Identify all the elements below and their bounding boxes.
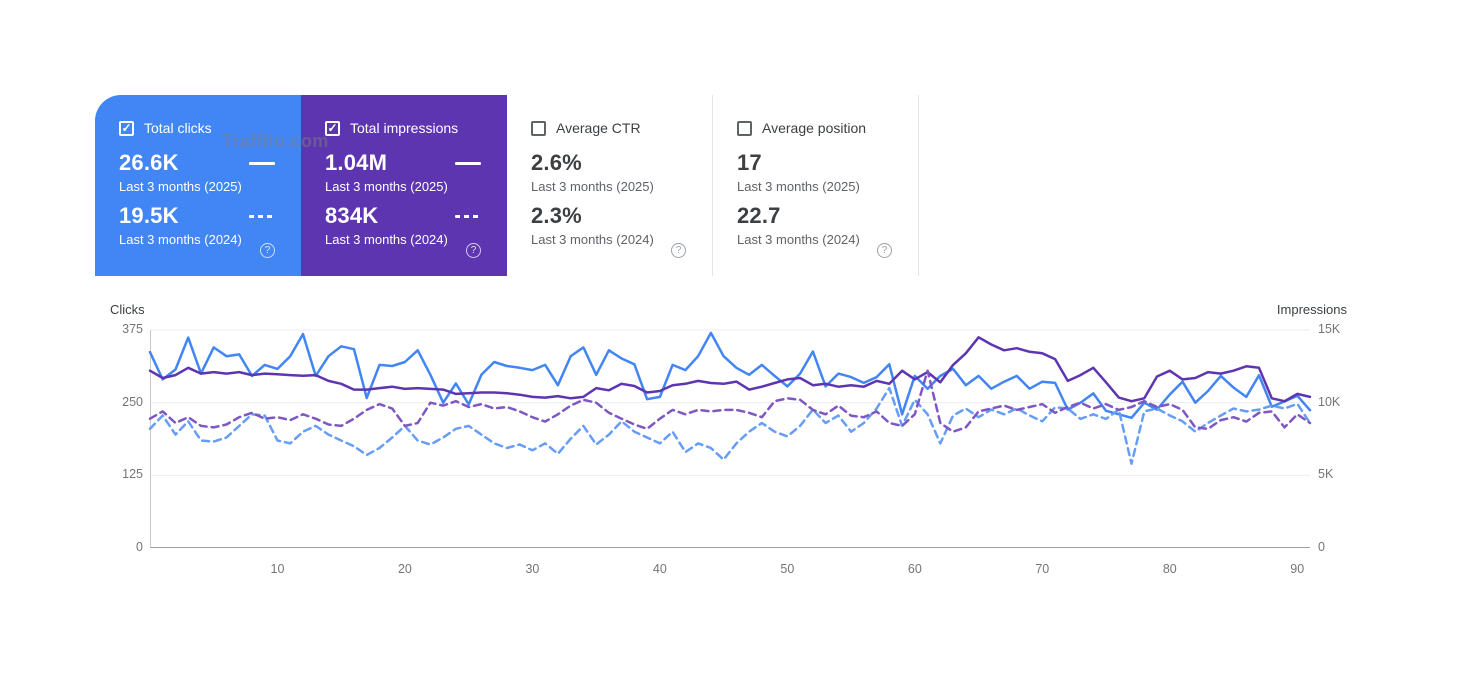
metric-period-previous: Last 3 months (2024): [737, 232, 860, 247]
metric-period-current: Last 3 months (2025): [531, 179, 654, 194]
card-label: Total impressions: [350, 120, 459, 136]
checkbox-unchecked-icon[interactable]: [737, 120, 752, 136]
right-tick-label: 15K: [1318, 322, 1341, 336]
metric-value-previous: 2.3%: [531, 203, 582, 228]
help-icon[interactable]: ?: [466, 243, 481, 258]
metric-card-average-position[interactable]: Average position 17 Last 3 months (2025)…: [713, 95, 919, 276]
x-tick-label: 60: [907, 562, 922, 576]
metric-period-previous: Last 3 months (2024): [325, 232, 448, 247]
metric-period-current: Last 3 months (2025): [737, 179, 860, 194]
card-label: Total clicks: [144, 120, 212, 136]
metric-value-previous: 834K: [325, 203, 379, 228]
solid-line-icon: [455, 161, 481, 165]
right-axis-title: Impressions: [1276, 302, 1347, 317]
x-tick-label: 20: [397, 562, 412, 576]
metric-card-total-impressions[interactable]: ✓ Total impressions 1.04M Last 3 months …: [301, 95, 507, 276]
x-tick-label: 90: [1290, 562, 1305, 576]
metric-value-previous: 19.5K: [119, 203, 179, 228]
card-label: Average position: [762, 120, 867, 136]
solid-line-icon: [249, 161, 275, 165]
left-axis-title: Clicks: [110, 302, 145, 317]
metric-card-average-ctr[interactable]: Average CTR 2.6% Last 3 months (2025) 2.…: [507, 95, 713, 276]
card-label: Average CTR: [556, 120, 641, 136]
metric-value-current: 1.04M: [325, 150, 388, 175]
left-tick-label: 0: [136, 540, 143, 554]
checkbox-unchecked-icon[interactable]: [531, 120, 546, 136]
x-tick-label: 50: [780, 562, 795, 576]
metric-value-current: 17: [737, 150, 762, 175]
x-tick-label: 70: [1035, 562, 1050, 576]
right-tick-label: 0: [1318, 540, 1325, 554]
metric-value-previous: 22.7: [737, 203, 781, 228]
help-icon[interactable]: ?: [260, 243, 275, 258]
dashed-line-icon: [455, 214, 481, 218]
metric-value-current: 26.6K: [119, 150, 179, 175]
right-tick-label: 10K: [1318, 394, 1341, 409]
metric-period-current: Last 3 months (2025): [119, 179, 242, 194]
metric-value-current: 2.6%: [531, 150, 582, 175]
metric-card-total-clicks[interactable]: ✓ Total clicks 26.6K Last 3 months (2025…: [95, 95, 301, 276]
metric-cards: ✓ Total clicks 26.6K Last 3 months (2025…: [95, 95, 919, 276]
metric-period-current: Last 3 months (2025): [325, 179, 448, 194]
left-tick-label: 125: [122, 467, 143, 482]
dashed-line-icon: [249, 214, 275, 218]
right-tick-label: 5K: [1318, 467, 1334, 482]
series-line: [148, 369, 1312, 433]
series-line: [148, 331, 1312, 420]
x-tick-label: 10: [270, 562, 285, 576]
checkbox-checked-icon[interactable]: ✓: [119, 120, 134, 136]
x-tick-label: 30: [525, 562, 540, 576]
checkbox-checked-icon[interactable]: ✓: [325, 120, 340, 136]
series-line: [148, 386, 1312, 465]
x-tick-label: 40: [652, 562, 667, 576]
metric-period-previous: Last 3 months (2024): [119, 232, 242, 247]
performance-line-chart[interactable]: [148, 329, 1312, 548]
help-icon[interactable]: ?: [877, 243, 892, 258]
left-tick-label: 375: [122, 322, 143, 336]
x-tick-label: 80: [1162, 562, 1177, 576]
left-tick-label: 250: [122, 394, 143, 409]
help-icon[interactable]: ?: [671, 243, 686, 258]
metric-period-previous: Last 3 months (2024): [531, 232, 654, 247]
series-line: [148, 336, 1312, 403]
